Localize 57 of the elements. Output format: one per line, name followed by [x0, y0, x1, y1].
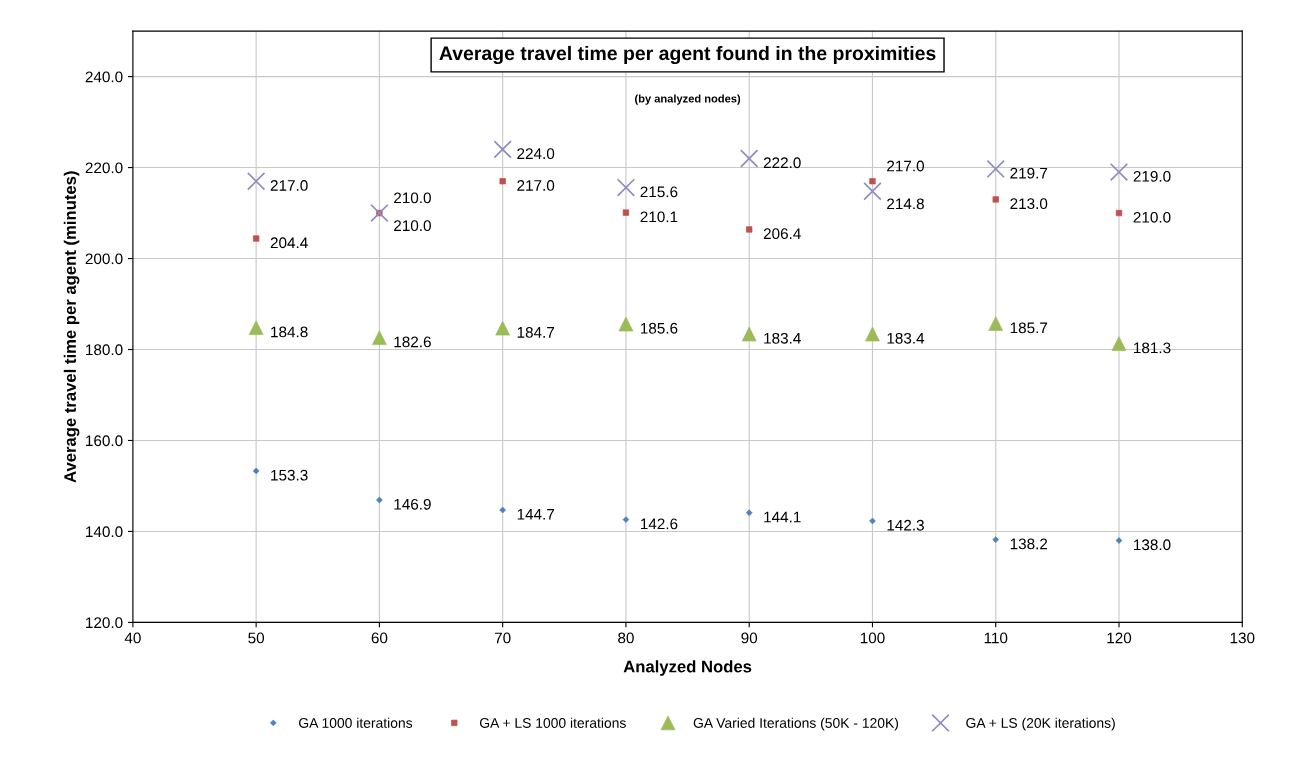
x-tick-label: 100 [860, 632, 885, 644]
text: Average travel time per agent found in the proximities [439, 45, 936, 65]
legend-label: GA Varied Iterations (50K - 120K) [693, 717, 899, 731]
x-tick-label: 70 [494, 632, 511, 644]
y-tick-label: 120.0 [86, 617, 123, 629]
data-label: 210.1 [640, 211, 678, 223]
x-tick-label: 50 [248, 632, 265, 644]
x-tick-label: 120 [1107, 632, 1132, 644]
data-label: 142.6 [640, 518, 678, 530]
data-label: 215.6 [640, 186, 678, 198]
y-tick-label: 160.0 [86, 435, 123, 447]
data-label: 219.7 [1010, 167, 1048, 179]
data-label: 183.4 [764, 332, 801, 344]
data-label: 210.0 [394, 220, 431, 232]
data-label: 138.2 [1010, 538, 1048, 550]
data-label: 144.7 [517, 509, 555, 520]
x-tick-label: 90 [741, 632, 758, 644]
data-label: 204.4 [270, 237, 308, 249]
data-label: 146.9 [394, 498, 431, 510]
x-tick-label: 60 [371, 632, 388, 644]
y-tick-label: 220.0 [85, 162, 123, 174]
data-label: 142.3 [887, 519, 924, 531]
data-label: 184.7 [517, 326, 555, 338]
y-tick-label: 180.0 [86, 344, 123, 356]
data-label: 217.0 [887, 160, 924, 172]
data-label: 181.3 [1134, 342, 1171, 354]
data-label: 206.4 [763, 228, 801, 240]
legend-label: GA + LS 1000 iterations [479, 717, 626, 728]
data-label: 184.8 [271, 326, 308, 338]
data-label: 185.6 [640, 322, 678, 334]
data-label: 182.6 [394, 336, 431, 348]
data-label: 213.0 [1010, 198, 1048, 210]
y-tick-label: 140.0 [86, 526, 123, 538]
data-label: 144.1 [764, 511, 801, 523]
data-label: 222.0 [763, 157, 801, 169]
data-label: 217.0 [517, 180, 555, 191]
data-label: 214.8 [887, 198, 924, 210]
data-label: 185.7 [1010, 322, 1048, 334]
data-label: 153.3 [271, 469, 308, 481]
x-tick-label: 110 [984, 632, 1008, 644]
y-axis-title: Average travel time per agent (minutes) [63, 171, 80, 483]
text: (by analyzed nodes) [635, 94, 741, 105]
x-axis-title: Analyzed Nodes [623, 660, 752, 676]
data-label: 210.0 [394, 192, 431, 204]
y-tick-label: 200.0 [85, 253, 123, 265]
data-label: 217.0 [270, 180, 308, 191]
x-tick-label: 130 [1230, 632, 1255, 644]
data-label: 219.0 [1133, 170, 1171, 182]
data-label: 210.0 [1133, 211, 1171, 223]
x-tick-label: 80 [618, 632, 634, 644]
y-tick-label: 240.0 [85, 71, 123, 83]
data-label: 138.0 [1134, 539, 1171, 551]
data-label: 183.4 [887, 332, 925, 344]
legend-label: GA 1000 iterations [299, 717, 413, 728]
x-tick-label: 40 [124, 632, 141, 644]
data-label: 224.0 [517, 148, 555, 160]
legend-label: GA + LS (20K iterations) [966, 717, 1115, 731]
